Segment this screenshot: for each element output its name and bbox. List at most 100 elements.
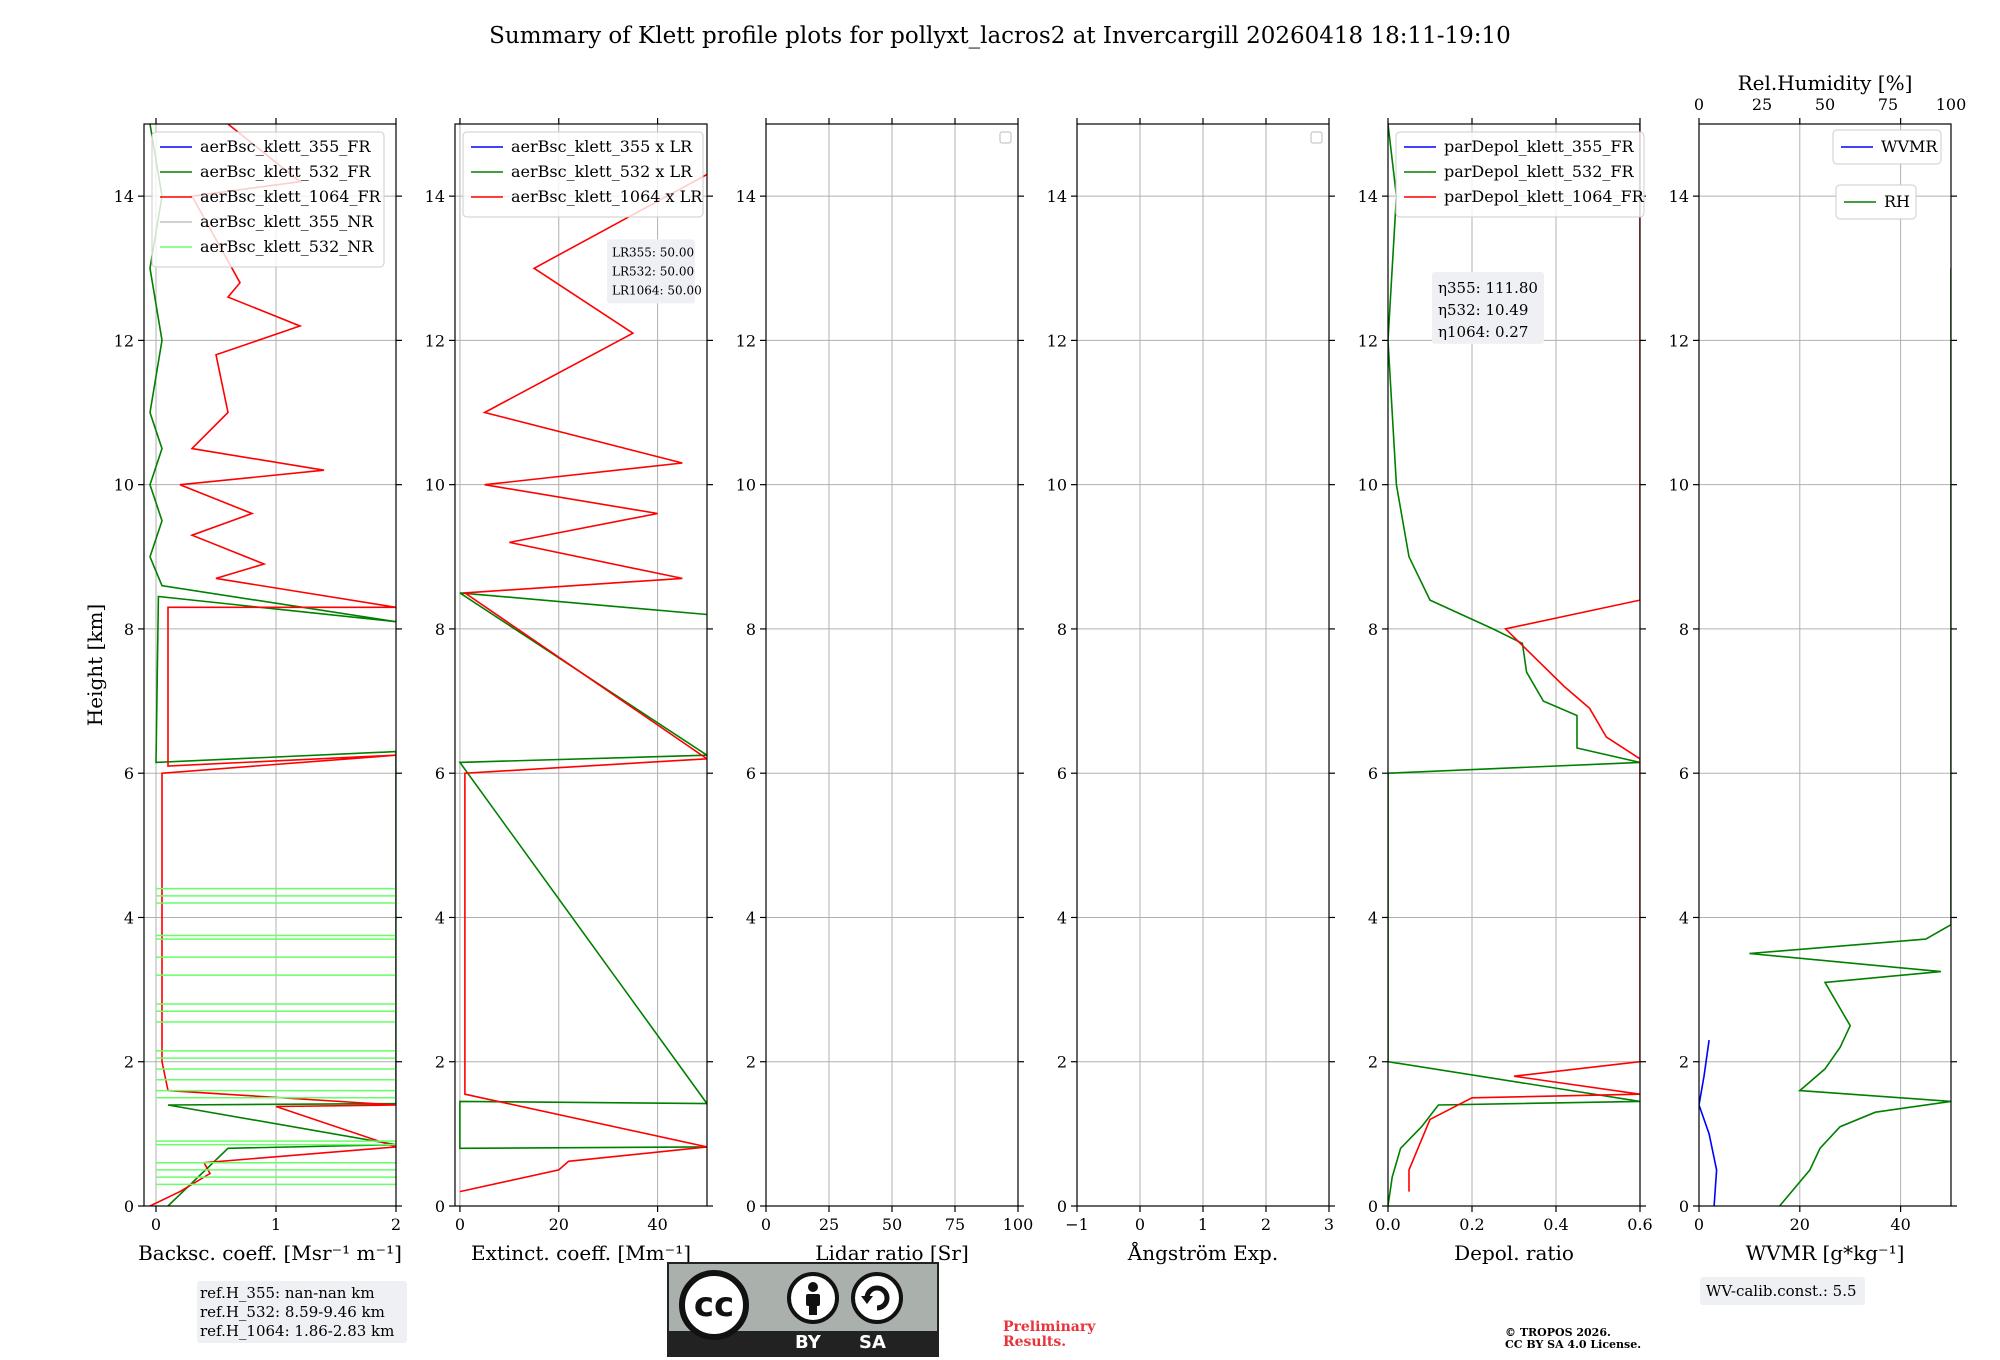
ytick-label: 6: [1679, 764, 1689, 783]
ytick-label: 14: [736, 187, 756, 206]
x-axis-label: Lidar ratio [Sr]: [815, 1241, 969, 1265]
ytick-label: 12: [1047, 331, 1067, 350]
xtick-label: 40: [1890, 1215, 1910, 1234]
ytick-label: 6: [746, 764, 756, 783]
lr-info-text: LR1064: 50.00: [612, 283, 702, 297]
axes-frame: [1387, 123, 1641, 1207]
eta-info-text: η355: 111.80: [1438, 279, 1538, 297]
cc-sa-label: SA: [859, 1332, 886, 1353]
ytick-label: 0: [1679, 1197, 1689, 1216]
data-dep: [1388, 124, 1640, 1206]
legend-entry: aerBsc_klett_532_FR: [200, 162, 371, 181]
ytick-label: 8: [435, 620, 445, 639]
eta-info-text: η1064: 0.27: [1438, 323, 1528, 341]
legend-entry: aerBsc_klett_355 x LR: [511, 137, 693, 156]
ytick-label: 8: [1679, 620, 1689, 639]
ref-height-box: ref.H_355: nan-nan km ref.H_532: 8.59-9.…: [197, 1281, 407, 1343]
legend-entry: parDepol_klett_532_FR: [1444, 162, 1635, 181]
y-axis-label: Height [km]: [83, 604, 107, 726]
lr-info-text: LR532: 50.00: [612, 264, 694, 278]
ytick-label: 0: [746, 1197, 756, 1216]
tropos-line-2: CC BY SA 4.0 License.: [1505, 1338, 1642, 1351]
preliminary-line-1: Preliminary: [1003, 1319, 1096, 1335]
ytick-label: 10: [1358, 476, 1378, 495]
legend-entry-rh: RH: [1884, 192, 1910, 211]
legend-box: [151, 131, 385, 268]
xtick-label: 0.4: [1543, 1215, 1568, 1234]
rh-axis-label: Rel.Humidity [%]: [1738, 71, 1913, 95]
ytick-label: 12: [736, 331, 756, 350]
lr-info-text: LR355: 50.00: [612, 245, 694, 259]
empty-legend-box: [1310, 131, 1323, 144]
rh-tick-label: 25: [1752, 95, 1772, 114]
xtick-label: 3: [1324, 1215, 1334, 1234]
series-WVMR: [1699, 1039, 1718, 1206]
ytick-label: 0: [1057, 1197, 1067, 1216]
ref-h-355: ref.H_355: nan-nan km: [200, 1284, 375, 1302]
ytick-label: 2: [1368, 1053, 1378, 1072]
ytick-label: 0: [124, 1197, 134, 1216]
xtick-label: 40: [647, 1215, 667, 1234]
ytick-label: 6: [1368, 764, 1378, 783]
xtick-label: 20: [549, 1215, 569, 1234]
xtick-label: 2: [1261, 1215, 1271, 1234]
legend-entry: aerBsc_klett_532_NR: [200, 237, 374, 256]
axes-frame: [454, 123, 708, 1207]
xtick-label: 100: [1003, 1215, 1034, 1234]
xtick-label: −1: [1065, 1215, 1089, 1234]
xtick-label: 20: [1790, 1215, 1810, 1234]
ytick-label: 14: [1358, 187, 1378, 206]
xtick-label: 1: [271, 1215, 281, 1234]
ytick-label: 12: [425, 331, 445, 350]
series-aerBsc_klett_532 x LR: [458, 592, 707, 1150]
panel-wv: 0 2 4 6 8 10 12 14 0 20 40 WVMR [g*kg⁻¹] 0 25 50 75 100 R…: [1669, 71, 1967, 1265]
cc-license-logo: cc BY SA: [667, 1262, 939, 1357]
xtick-label: 2: [391, 1215, 401, 1234]
xtick-label: 0: [761, 1215, 771, 1234]
xtick-label: 50: [882, 1215, 902, 1234]
ytick-label: 6: [435, 764, 445, 783]
ytick-label: 8: [1057, 620, 1067, 639]
series-aerBsc_klett_1064_FR: [149, 124, 396, 1206]
series-parDepol_klett_1064_FR: [1408, 124, 1640, 1192]
xtick-label: 75: [945, 1215, 965, 1234]
x-axis-label: Extinct. coeff. [Mm⁻¹]: [471, 1241, 691, 1265]
cc-icon: cc: [679, 1270, 749, 1340]
wv-calib-box: WV-calib.const.: 5.5: [1700, 1277, 1865, 1305]
xtick-label: 0: [151, 1215, 161, 1234]
x-axis-label: WVMR [g*kg⁻¹]: [1746, 1241, 1905, 1265]
ytick-label: 4: [1679, 908, 1689, 927]
ytick-label: 14: [1669, 187, 1689, 206]
rh-tick-label: 75: [1878, 95, 1898, 114]
axes-frame: [143, 123, 397, 1207]
ref-h-532: ref.H_532: 8.59-9.46 km: [200, 1303, 385, 1321]
series-parDepol_klett_532_FR: [1388, 124, 1640, 1206]
panel-dep: 0 2 4 6 8 10 12 14 0.0 0.2 0.4 0.6 Depol. ratio parDe…: [1358, 118, 1653, 1265]
series-aerBsc_klett_532_FR: [149, 124, 396, 1206]
ytick-label: 8: [124, 620, 134, 639]
legend-box: [1395, 131, 1645, 218]
ytick-label: 0: [435, 1197, 445, 1216]
ytick-label: 8: [746, 620, 756, 639]
ytick-label: 2: [1057, 1053, 1067, 1072]
legend-entry: parDepol_klett_355_FR: [1444, 137, 1635, 156]
xtick-label: 0: [455, 1215, 465, 1234]
xtick-label: 1: [1198, 1215, 1208, 1234]
panel-lr: 0 2 4 6 8 10 12 14 0 25 50 75 100 Lidar ratio [Sr]: [736, 118, 1034, 1265]
ytick-label: 14: [114, 187, 134, 206]
ytick-label: 10: [1047, 476, 1067, 495]
x-axis-label: Ångström Exp.: [1127, 1240, 1278, 1265]
legend-entry: aerBsc_klett_1064_FR: [200, 187, 382, 206]
preliminary-note: Preliminary Results.: [1003, 1320, 1095, 1350]
ytick-label: 12: [1669, 331, 1689, 350]
sa-share-icon: [851, 1272, 903, 1324]
ytick-label: 2: [124, 1053, 134, 1072]
eta-info-text: η532: 10.49: [1438, 301, 1528, 319]
legend-entry: aerBsc_klett_1064 x LR: [511, 187, 703, 206]
ytick-label: 12: [114, 331, 134, 350]
ytick-label: 0: [1368, 1197, 1378, 1216]
xtick-label: 0: [1694, 1215, 1704, 1234]
